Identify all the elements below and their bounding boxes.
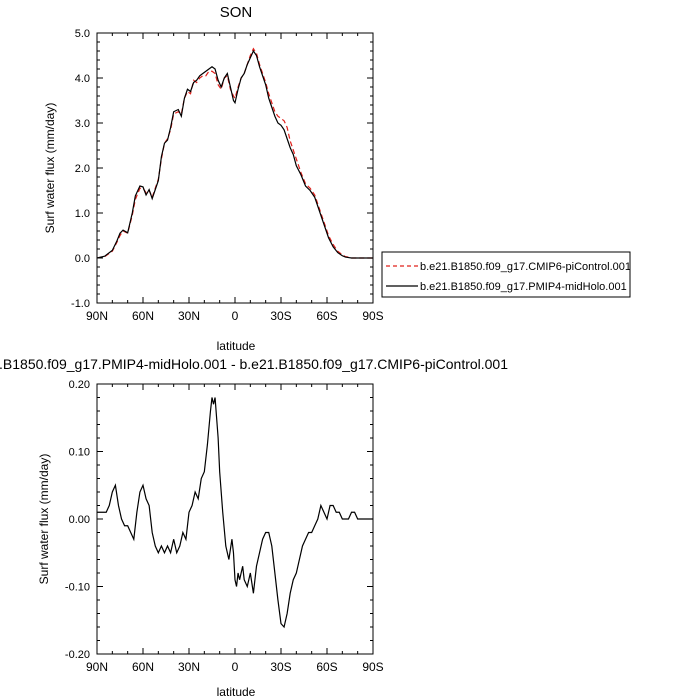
bottom-x-tick-label: 90S	[362, 660, 383, 674]
top-x-tick-label: 90S	[362, 309, 383, 323]
top-y-tick-label: 1.0	[75, 208, 90, 220]
legend-box	[381, 251, 631, 298]
bottom-frame	[96, 383, 374, 655]
legend: b.e21.B1850.f09_g17.CMIP6-piControl.001 …	[381, 251, 631, 298]
bottom-y-tick-label: -0.20	[65, 649, 90, 661]
bottom-y-tick-label: 0.20	[69, 379, 90, 391]
bottom-x-tick-label: 60N	[132, 660, 154, 674]
top-chart-title: SON	[220, 4, 253, 21]
bottom-y-tick-label: -0.10	[65, 582, 90, 594]
top-y-tick-label: 4.0	[75, 73, 90, 85]
bottom-x-tick-label: 90N	[86, 660, 108, 674]
top-y-tick-label: -1.0	[71, 298, 90, 310]
top-y-tick-label: 5.0	[75, 28, 90, 40]
bottom-x-tick-label: 60S	[316, 660, 337, 674]
top-x-tick-label: 90N	[86, 309, 108, 323]
bottom-x-axis-label: latitude	[217, 685, 256, 699]
top-x-tick-label: 60S	[316, 309, 337, 323]
legend-label-midholo: b.e21.B1850.f09_g17.PMIP4-midHolo.001	[420, 281, 627, 293]
bottom-chart-title: b.e21.B1850.f09_g17.PMIP4-midHolo.001 - …	[0, 356, 508, 372]
top-y-tick-label: 0.0	[75, 253, 90, 265]
bottom-x-tick-label: 30N	[178, 660, 200, 674]
bottom-x-tick-label: 0	[232, 660, 239, 674]
bottom-plot-area: 90N 60N 30N 0 30S 60S 90S -0.20 -0.10 0.00 0.10 0.2…	[65, 379, 384, 674]
top-x-tick-label: 30S	[270, 309, 291, 323]
top-x-tick-label: 30N	[178, 309, 200, 323]
top-x-tick-label: 60N	[132, 309, 154, 323]
top-frame	[96, 32, 374, 304]
bottom-panel: b.e21.B1850.f09_g17.PMIP4-midHolo.001 - …	[0, 356, 508, 699]
top-panel: SON 90N 60N 30N 0 30S 60S 90S -1.0 0.0 1.0 2.0 3.0 4…	[43, 4, 631, 353]
top-series-line-0	[97, 47, 373, 259]
bottom-y-axis-label: Surf water flux (mm/day)	[37, 454, 51, 585]
top-x-axis-label: latitude	[217, 339, 256, 353]
top-series-line-1	[97, 49, 373, 259]
bottom-y-tick-label: 0.00	[69, 514, 90, 526]
top-y-tick-label: 3.0	[75, 118, 90, 130]
bottom-x-tick-label: 30S	[270, 660, 291, 674]
bottom-series-line-0	[97, 397, 373, 629]
legend-label-picontrol: b.e21.B1850.f09_g17.CMIP6-piControl.001	[420, 261, 631, 273]
top-y-axis-label: Surf water flux (mm/day)	[43, 103, 57, 234]
bottom-y-tick-label: 0.10	[69, 447, 90, 459]
top-x-tick-label: 0	[232, 309, 239, 323]
top-plot-area: 90N 60N 30N 0 30S 60S 90S -1.0 0.0 1.0 2.0 3.0 4.0 5.…	[71, 28, 384, 323]
top-y-tick-label: 2.0	[75, 163, 90, 175]
